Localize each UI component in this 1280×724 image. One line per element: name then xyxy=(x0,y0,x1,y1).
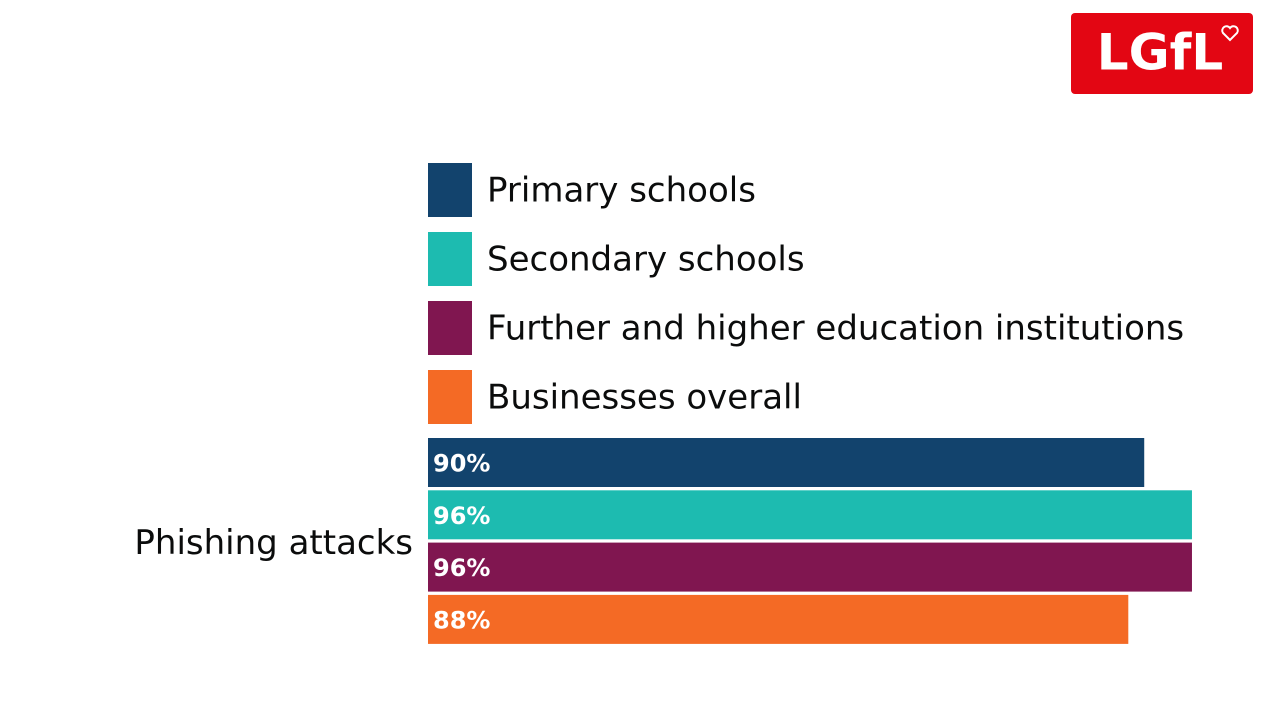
bar xyxy=(428,542,1192,592)
bar xyxy=(428,490,1192,540)
logo-heart xyxy=(1221,25,1239,42)
legend-swatch xyxy=(428,163,472,217)
legend-label: Businesses overall xyxy=(487,378,802,418)
value-label: 88% xyxy=(433,606,490,634)
legend-swatch xyxy=(428,370,472,424)
legend-swatch xyxy=(428,232,472,286)
logo-text: LGfL xyxy=(1097,24,1224,82)
value-label: 90% xyxy=(433,450,490,478)
category-label: Phishing attacks xyxy=(134,523,413,563)
value-label: 96% xyxy=(433,554,490,582)
legend-label: Secondary schools xyxy=(487,240,805,280)
legend-swatch xyxy=(428,301,472,355)
bar xyxy=(428,594,1129,644)
logo-background xyxy=(1071,13,1253,94)
bar xyxy=(428,438,1145,487)
logo: LGfL xyxy=(1071,13,1253,94)
value-label: 96% xyxy=(433,502,490,530)
legend-label: Primary schools xyxy=(487,171,756,211)
legend-label: Further and higher education institution… xyxy=(487,309,1184,349)
